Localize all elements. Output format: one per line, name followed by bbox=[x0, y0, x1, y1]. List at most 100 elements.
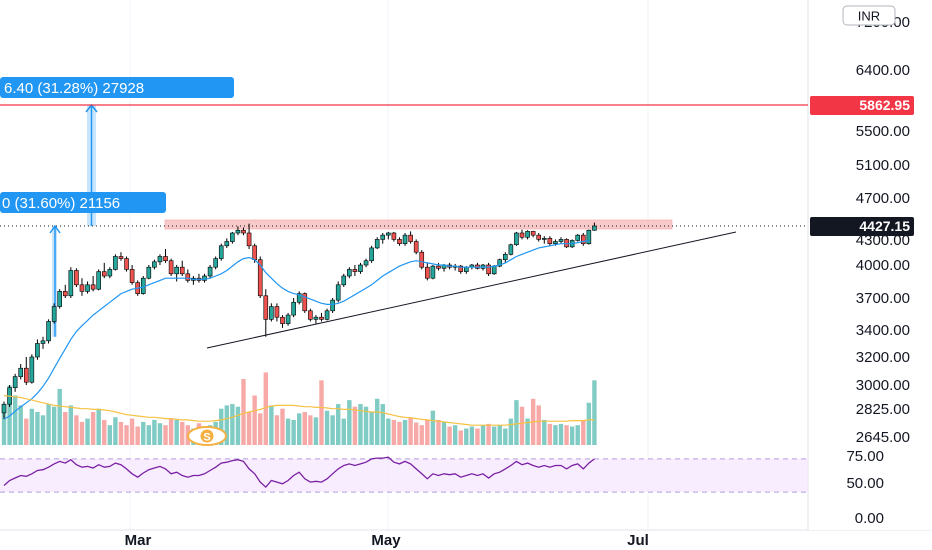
volume-bar bbox=[252, 395, 257, 445]
candle bbox=[497, 258, 503, 268]
date-axis[interactable]: Mar May Jul bbox=[125, 532, 649, 549]
measure-label-bottom: 0 (31.60%) 21156 bbox=[2, 195, 120, 212]
candle bbox=[335, 281, 341, 303]
candle bbox=[291, 298, 296, 318]
volume-bar bbox=[475, 428, 480, 445]
volume-bar bbox=[419, 425, 424, 445]
candle bbox=[124, 256, 129, 272]
volume-bar bbox=[263, 372, 268, 445]
candle bbox=[185, 269, 191, 283]
candle bbox=[96, 269, 101, 291]
volume-bar bbox=[542, 419, 547, 445]
rsi-line bbox=[3, 456, 595, 489]
candle-body bbox=[174, 266, 179, 275]
candle bbox=[547, 236, 553, 246]
date-tick-label: Jul bbox=[627, 532, 649, 549]
price-tick-label: 4700.00 bbox=[856, 190, 910, 207]
candle bbox=[218, 243, 224, 261]
volume-bar bbox=[452, 425, 458, 445]
candle-body bbox=[547, 238, 553, 244]
candle-body bbox=[218, 245, 224, 259]
candle bbox=[586, 229, 592, 245]
candle bbox=[140, 276, 146, 295]
candle bbox=[129, 265, 135, 285]
candle-body bbox=[363, 260, 369, 266]
candle bbox=[152, 259, 157, 270]
candle bbox=[224, 238, 230, 248]
candle bbox=[79, 278, 85, 296]
volume-bar bbox=[564, 425, 569, 445]
candle-body bbox=[335, 284, 341, 301]
trendline bbox=[206, 231, 737, 349]
candle bbox=[107, 267, 113, 279]
currency-selector[interactable]: INR bbox=[842, 5, 896, 26]
candle bbox=[580, 233, 586, 246]
candle-body bbox=[179, 266, 185, 275]
candle bbox=[558, 237, 564, 244]
candle-body bbox=[269, 306, 274, 320]
candle bbox=[502, 252, 508, 263]
candle-body bbox=[592, 225, 597, 231]
candle-body bbox=[202, 275, 207, 281]
volume-bar bbox=[29, 408, 35, 445]
candle bbox=[12, 373, 18, 392]
candle bbox=[263, 289, 269, 337]
price-axis[interactable]: 7200.006400.005500.005100.004700.004300.… bbox=[809, 0, 932, 530]
volume-bar bbox=[347, 400, 352, 445]
volume-bar bbox=[74, 415, 79, 445]
price-tick-label: 3200.00 bbox=[856, 349, 910, 366]
candle bbox=[168, 258, 174, 276]
candle-body bbox=[313, 316, 319, 320]
volume-bar bbox=[146, 425, 152, 445]
volume-bar bbox=[102, 419, 107, 445]
price-tick-label: 3000.00 bbox=[856, 377, 910, 394]
candle-body bbox=[514, 232, 519, 246]
candle bbox=[57, 289, 63, 309]
candle-body bbox=[413, 241, 419, 253]
candle-body bbox=[391, 232, 397, 240]
candle-body bbox=[29, 356, 35, 383]
candle bbox=[302, 292, 308, 313]
volume-bar bbox=[480, 425, 486, 445]
candle bbox=[413, 239, 419, 255]
candle bbox=[508, 243, 514, 256]
candle-body bbox=[430, 265, 436, 279]
volume-bar bbox=[163, 425, 168, 445]
candle bbox=[408, 231, 413, 244]
volume-bar bbox=[363, 406, 369, 445]
candle bbox=[23, 357, 29, 385]
candle bbox=[269, 303, 274, 322]
candle bbox=[358, 262, 363, 274]
candle bbox=[525, 230, 530, 240]
candle-body bbox=[358, 264, 363, 272]
volume-bar bbox=[246, 412, 252, 445]
candle bbox=[458, 265, 464, 274]
candle-body bbox=[541, 238, 547, 240]
candle-body bbox=[113, 256, 118, 270]
volume-bar bbox=[358, 404, 363, 445]
candle bbox=[1, 401, 7, 420]
candle-body bbox=[486, 264, 491, 275]
candle bbox=[241, 227, 246, 236]
volume-bar bbox=[514, 400, 519, 445]
candle-body bbox=[90, 284, 96, 290]
candle bbox=[536, 233, 542, 242]
rsi-tick-label: 75.00 bbox=[846, 448, 884, 465]
candle bbox=[257, 256, 263, 298]
candle-body bbox=[397, 239, 402, 244]
volume-ma-line bbox=[3, 394, 595, 426]
candle-body bbox=[302, 293, 308, 312]
candle-body bbox=[146, 266, 152, 279]
volume-bar bbox=[297, 413, 302, 445]
candle bbox=[380, 233, 386, 244]
candle bbox=[319, 312, 324, 322]
candle-body bbox=[246, 232, 252, 247]
candle bbox=[280, 315, 285, 328]
volume-bar bbox=[291, 419, 296, 445]
candle bbox=[313, 315, 319, 324]
candle-body bbox=[419, 251, 425, 268]
candle-body bbox=[374, 239, 380, 249]
volume-bar bbox=[152, 419, 157, 445]
candle-body bbox=[436, 265, 441, 269]
